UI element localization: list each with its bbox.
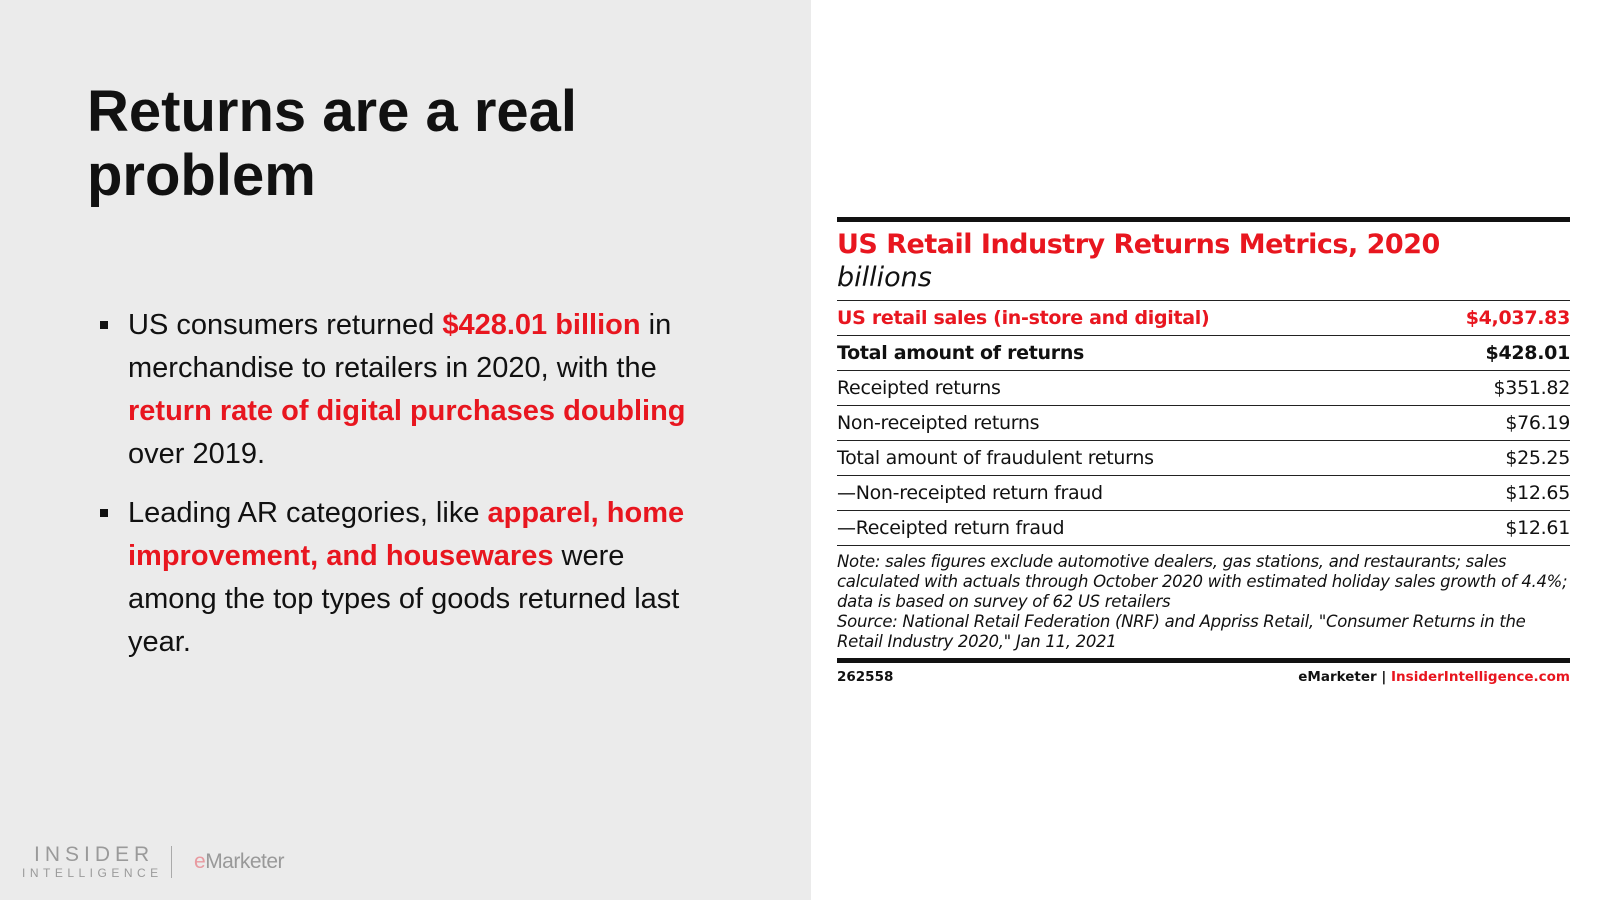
- table-footer: 262558 eMarketer | InsiderIntelligence.c…: [837, 669, 1570, 685]
- row-label: —Non-receipted return fraud: [837, 482, 1103, 504]
- returns-metrics-table: US Retail Industry Returns Metrics, 2020…: [837, 217, 1570, 685]
- row-value: $428.01: [1485, 342, 1571, 364]
- logo-divider: [171, 846, 172, 878]
- bullet-text: US consumers returned: [128, 309, 443, 341]
- bottom-rule: [837, 658, 1570, 663]
- table-body: US retail sales (in-store and digital) $4…: [837, 300, 1570, 545]
- table-subtitle: billions: [837, 262, 932, 293]
- bullet-text: Leading AR categories, like: [128, 497, 488, 529]
- table-title: US Retail Industry Returns Metrics, 2020: [837, 229, 1440, 260]
- bullet-text: over 2019.: [128, 438, 266, 470]
- row-label: Non-receipted returns: [837, 412, 1040, 434]
- row-value: $12.61: [1505, 517, 1570, 539]
- chart-id: 262558: [837, 669, 894, 685]
- slide-title: Returns are a real problem: [87, 79, 578, 208]
- table-row: —Receipted return fraud $12.61: [837, 510, 1570, 545]
- top-rule: [837, 217, 1570, 222]
- left-panel: Returns are a real problem US consumers …: [0, 0, 811, 900]
- table-row: —Non-receipted return fraud $12.65: [837, 475, 1570, 510]
- bullet-square-icon: [100, 321, 108, 329]
- row-label: —Receipted return fraud: [837, 517, 1065, 539]
- row-label: Total amount of fraudulent returns: [837, 447, 1154, 469]
- bullet-item: Leading AR categories, like apparel, hom…: [100, 492, 720, 664]
- table-row: Receipted returns $351.82: [837, 370, 1570, 405]
- highlight-text: $428.01 billion: [442, 309, 641, 341]
- bullet-square-icon: [100, 509, 108, 517]
- logo-line1: INSIDER: [34, 843, 155, 866]
- row-label: Receipted returns: [837, 377, 1001, 399]
- logo-line2: INTELLIGENCE: [22, 866, 163, 880]
- row-value: $25.25: [1505, 447, 1570, 469]
- table-row: Non-receipted returns $76.19: [837, 405, 1570, 440]
- table-row: Total amount of returns $428.01: [837, 335, 1570, 370]
- insider-intelligence-logo: INSIDER INTELLIGENCE: [22, 843, 163, 881]
- row-value: $12.65: [1505, 482, 1570, 504]
- emarketer-logo: eMarketer: [194, 850, 285, 873]
- bullet-text: were among the top types of goods return…: [128, 540, 680, 658]
- row-label: US retail sales (in-store and digital): [837, 307, 1210, 329]
- footer-brand: eMarketer: [1298, 669, 1377, 685]
- row-label: Total amount of returns: [837, 342, 1085, 364]
- bullet-text: in merchandise to retailers in 2020, wit…: [128, 309, 672, 384]
- footer-site-link[interactable]: InsiderIntelligence.com: [1391, 669, 1570, 685]
- row-value: $4,037.83: [1465, 307, 1571, 329]
- row-value: $76.19: [1505, 412, 1570, 434]
- row-value: $351.82: [1493, 377, 1571, 399]
- table-note: Note: sales figures exclude automotive d…: [837, 545, 1570, 652]
- bullet-item: US consumers returned $428.01 billion in…: [100, 304, 720, 476]
- source-text: Source: National Retail Federation (NRF)…: [837, 612, 1526, 651]
- table-row: US retail sales (in-store and digital) $4…: [837, 300, 1570, 335]
- table-row: Total amount of fraudulent returns $25.25: [837, 440, 1570, 475]
- highlight-text: return rate of digital purchases doublin…: [128, 395, 686, 427]
- bullet-list: US consumers returned $428.01 billion in…: [100, 304, 720, 680]
- highlight-text: apparel, home improvement, and houseware…: [128, 497, 685, 572]
- note-text: Note: sales figures exclude automotive d…: [837, 552, 1568, 611]
